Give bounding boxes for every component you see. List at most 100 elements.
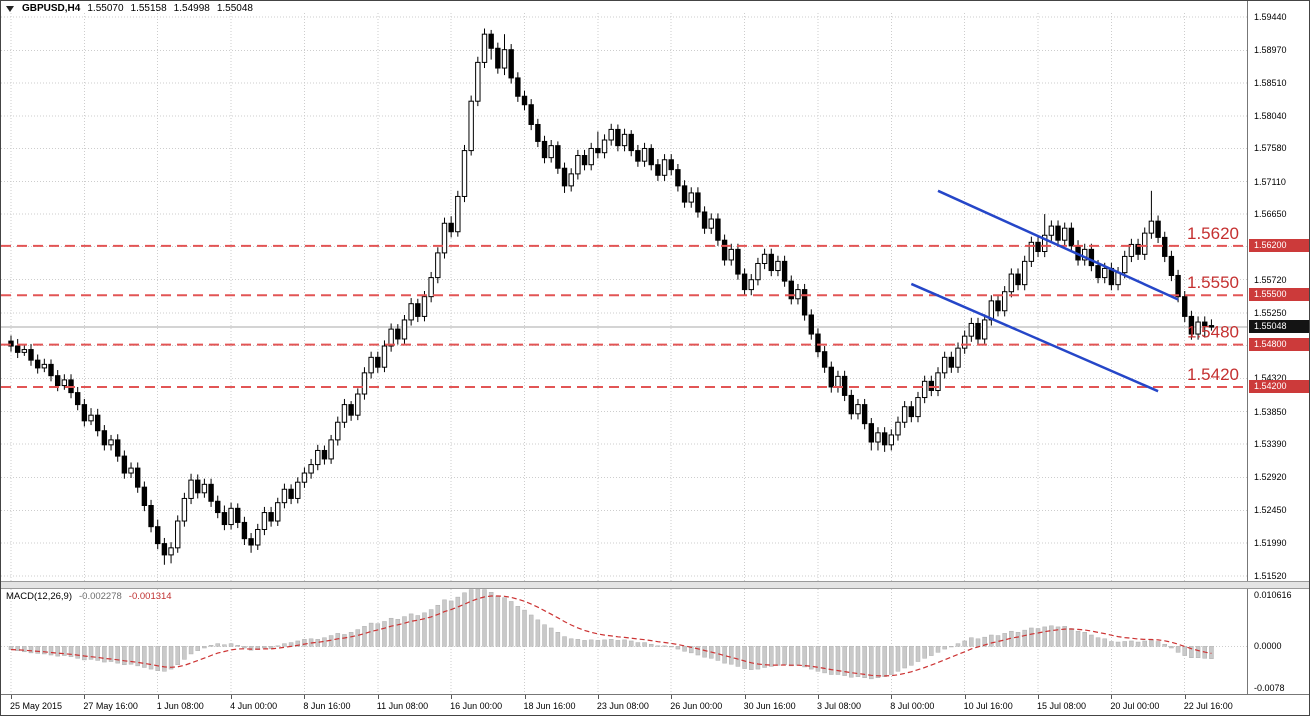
time-axis[interactable]: 25 May 2015 27 May 16:00 1 Jun 08:00 4 Jun … [1, 694, 1309, 715]
macd-histogram-bar [849, 646, 854, 678]
candle-body [215, 500, 221, 514]
panel-splitter[interactable] [1, 581, 1309, 589]
symbol-marker-icon [6, 5, 14, 12]
candle-body [668, 159, 674, 171]
macd-histogram-bar [668, 646, 674, 648]
macd-histogram-bar [422, 612, 427, 647]
macd-histogram-bar [148, 646, 154, 670]
macd-histogram-bar [155, 646, 160, 671]
candle-body [641, 147, 648, 162]
candle-body [615, 128, 621, 147]
time-axis-label: 23 Jun 08:00 [596, 701, 649, 711]
macd-histogram-bar [1129, 640, 1134, 647]
candle-body [981, 319, 988, 340]
candle-body [621, 133, 628, 147]
price-axis[interactable]: 1.59440 1.58970 1.58510 1.58040 1.57580 1.571… [1247, 1, 1309, 694]
candle-body [141, 486, 148, 507]
candle-body [628, 133, 634, 152]
candle-body [168, 547, 174, 556]
candle-body [1055, 225, 1061, 241]
price-axis-label: 1.54320 [1254, 373, 1287, 384]
macd-histogram-bar [68, 646, 74, 657]
candle-body [1128, 243, 1135, 257]
macd-histogram-bar [762, 646, 767, 668]
channel-lower-trendline[interactable] [910, 282, 1159, 393]
macd-histogram-bar [195, 646, 200, 651]
candle-body [1008, 273, 1015, 293]
candle-body [788, 280, 794, 300]
macd-histogram-bar [82, 646, 87, 661]
macd-histogram-bar [182, 646, 187, 660]
macd-histogram-bar [755, 646, 761, 670]
macd-histogram-bar [989, 634, 994, 647]
macd-axis-label: -0.0078 [1254, 683, 1285, 693]
candle-body [1048, 225, 1055, 236]
macd-panel-plot[interactable] [1, 589, 1247, 694]
candlesticks [8, 28, 1215, 565]
macd-histogram-bar [642, 642, 647, 647]
candle-body [241, 521, 248, 540]
macd-histogram-bar [715, 646, 721, 661]
candle-body [341, 404, 348, 423]
candle-body [868, 423, 875, 443]
candle-body [675, 169, 681, 187]
candle-body [1155, 220, 1161, 238]
candle-body [14, 345, 21, 353]
candle-body [708, 218, 714, 229]
macd-histogram-bar [482, 589, 487, 647]
price-chart-plot[interactable]: 1.5620 1.5550 1.5480 1.5420 [1, 1, 1247, 581]
candle-body [828, 366, 834, 388]
macd-histogram-bar [1049, 625, 1054, 647]
candle-body [695, 192, 701, 213]
macd-histogram-bar [1169, 646, 1174, 649]
candle-body [688, 192, 694, 203]
macd-histogram-bar [1035, 628, 1041, 647]
macd-histogram-bar [895, 646, 901, 672]
macd-histogram-bar [442, 599, 447, 647]
macd-signal-line [10, 595, 1212, 677]
time-axis-tick [964, 695, 966, 699]
ohlc-open: 1.55070 [87, 3, 124, 14]
macd-histogram-bar [348, 632, 354, 647]
time-axis-label: 16 Jun 00:00 [450, 701, 503, 711]
macd-histogram-bar [915, 646, 921, 662]
macd-histogram-bar [235, 645, 240, 647]
candle-body [841, 375, 848, 396]
macd-histogram-bar [909, 646, 914, 666]
candle-body [508, 49, 514, 79]
price-axis-label: 1.58510 [1254, 77, 1287, 88]
candle-body [101, 430, 108, 446]
time-axis-tick [597, 695, 599, 699]
candle-body [201, 483, 208, 494]
macd-histogram-bar [488, 591, 494, 647]
time-axis-label: 15 Jul 08:00 [1037, 701, 1087, 711]
candle-body [701, 211, 708, 229]
macd-histogram-bar [55, 646, 60, 657]
price-axis-label: 1.53850 [1254, 406, 1287, 417]
candle-body [855, 404, 861, 415]
candle-body [608, 128, 614, 141]
time-axis-label: 27 May 16:00 [83, 701, 138, 711]
candle-body [375, 356, 381, 368]
macd-histogram-bar [662, 645, 667, 647]
candle-body [448, 222, 454, 233]
candle-body [335, 421, 341, 441]
macd-histogram-bar [955, 643, 961, 647]
time-axis-label: 30 Jun 16:00 [743, 701, 796, 711]
macd-histogram-bar [942, 646, 947, 650]
candle-body [228, 507, 234, 526]
macd-histogram-bar [902, 646, 907, 669]
macd-histogram-bar [475, 589, 481, 647]
candle-body [541, 140, 548, 159]
macd-histogram-bar [782, 646, 787, 666]
channel-upper-trendline[interactable] [937, 189, 1179, 301]
macd-histogram-bar [982, 636, 987, 647]
candle-body [381, 345, 388, 368]
macd-histogram-bar [1102, 638, 1107, 647]
price-axis-label: 1.58040 [1254, 111, 1287, 122]
candle-body [28, 349, 34, 361]
candle-body [1135, 243, 1141, 255]
candle-body [94, 414, 101, 432]
macd-histogram-bar [1069, 628, 1074, 647]
candle-body [1068, 227, 1075, 247]
